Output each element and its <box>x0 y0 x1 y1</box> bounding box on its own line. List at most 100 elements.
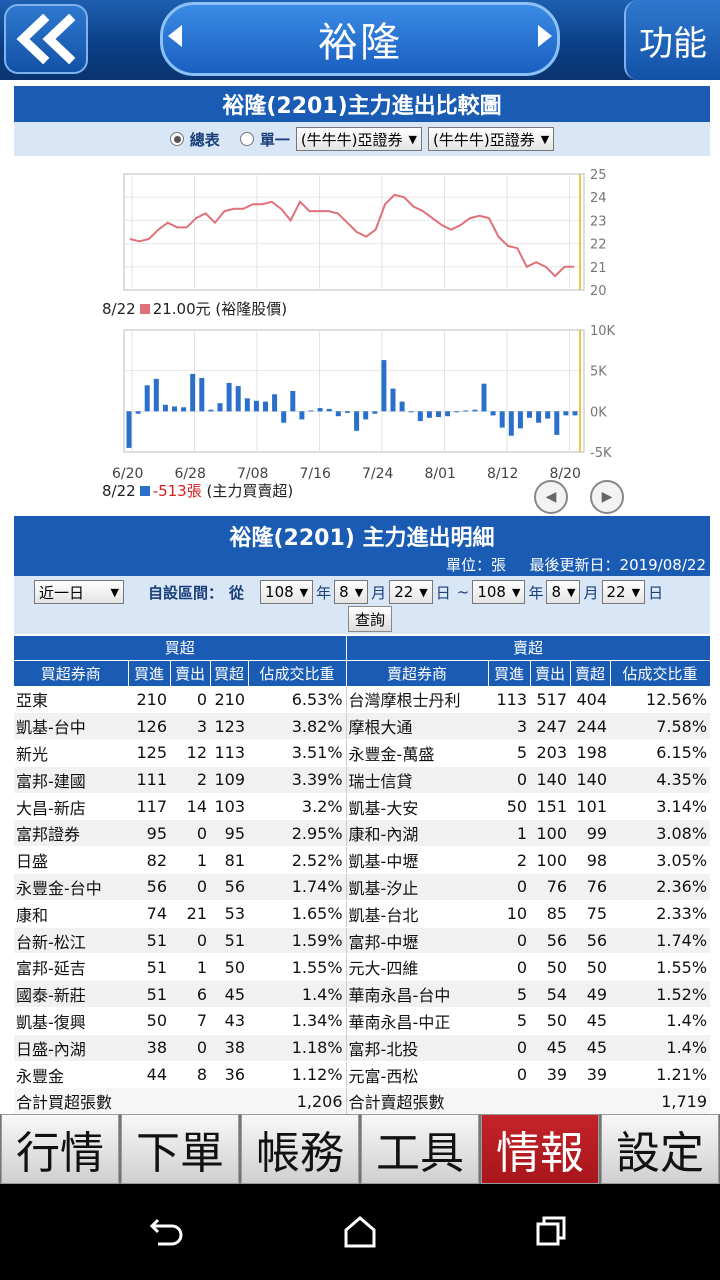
table-cell: 140 <box>530 766 571 794</box>
table-cell: 36 <box>210 1061 248 1089</box>
menu-quotes[interactable]: 行情 <box>1 1114 119 1184</box>
broker-select-1[interactable]: (牛牛牛)亞證券 ▼ <box>295 127 423 151</box>
x-tick-label: 8/20 <box>550 466 581 482</box>
table-cell: 95 <box>210 819 248 848</box>
table-row[interactable]: 富邦-延吉 51 1 50 1.55% 元大-四維 0 50 50 1.55% <box>14 953 711 982</box>
table-row[interactable]: 富邦-建國 111 2 109 3.39% 瑞士信貸 0 140 140 4.35% <box>14 766 711 794</box>
table-cell: 凱基-大安 <box>345 793 489 821</box>
x-tick-label: 7/08 <box>237 466 268 482</box>
table-cell: 45 <box>570 1007 611 1035</box>
table-cell: 98 <box>570 846 611 875</box>
table-row[interactable]: 大昌-新店 117 14 103 3.2% 凱基-大安 50 151 101 3.14% <box>14 793 711 821</box>
period-select[interactable]: 近一日 ▼ <box>34 580 124 604</box>
table-cell: 2 <box>170 766 210 794</box>
table-row[interactable]: 凱基-台中 126 3 123 3.82% 摩根大通 3 247 244 7.58% <box>14 712 711 741</box>
table-cell: 12.56% <box>610 686 711 714</box>
price-tick-label: 20 <box>590 284 607 299</box>
menu-settings[interactable]: 設定 <box>601 1114 719 1184</box>
from-day-select[interactable]: 22 ▼ <box>389 580 433 604</box>
table-cell: 富邦-建國 <box>14 766 128 794</box>
table-cell: 151 <box>530 793 571 821</box>
from-month-select[interactable]: 8 ▼ <box>334 580 369 604</box>
table-cell: 台灣摩根士丹利 <box>345 686 489 714</box>
table-cell: 43 <box>210 1007 248 1035</box>
table-cell: 81 <box>210 846 248 875</box>
radio-summary-label: 總表 <box>189 130 220 149</box>
menu-account[interactable]: 帳務 <box>241 1114 359 1184</box>
recents-icon[interactable] <box>534 1214 570 1250</box>
volume-bar <box>399 401 405 412</box>
tilde-label: ~ <box>456 583 470 601</box>
home-icon[interactable] <box>342 1214 378 1250</box>
table-row[interactable]: 凱基-復興 50 7 43 1.34% 華南永昌-中正 5 50 45 1.4% <box>14 1007 711 1035</box>
table-row[interactable]: 富邦證券 95 0 95 2.95% 康和-內湖 1 100 99 3.08% <box>14 819 711 848</box>
back-icon[interactable] <box>146 1214 186 1250</box>
table-row[interactable]: 永豐金 44 8 36 1.12% 元富-西松 0 39 39 1.21% <box>14 1061 711 1089</box>
to-month-select[interactable]: 8 ▼ <box>546 580 581 604</box>
volume-bar <box>572 411 578 416</box>
menu-tools[interactable]: 工具 <box>361 1114 479 1184</box>
volume-bar <box>363 411 369 420</box>
volume-bar <box>390 388 396 412</box>
volume-bar <box>445 411 451 417</box>
volume-bar <box>199 378 205 412</box>
sell-group-header: 賣超 <box>346 636 711 661</box>
back-button[interactable] <box>4 4 88 74</box>
table-cell: 50 <box>128 1007 170 1035</box>
table-row[interactable]: 亞東 210 0 210 6.53% 台灣摩根士丹利 113 517 404 12.56% <box>14 686 711 714</box>
broker-select-2-value: (牛牛牛)亞證券 <box>433 130 535 149</box>
volume-note: 8/22 -513張 (主力買賣超) <box>102 480 293 501</box>
query-button[interactable]: 查詢 <box>348 606 393 632</box>
dropdown-caret-icon: ▼ <box>511 585 521 599</box>
volume-bar <box>263 401 268 412</box>
table-cell: 4.35% <box>610 766 711 794</box>
table-row[interactable]: 台新-松江 51 0 51 1.59% 富邦-中壢 0 56 56 1.74% <box>14 927 711 955</box>
radio-summary[interactable] <box>169 132 184 146</box>
table-row[interactable]: 國泰-新莊 51 6 45 1.4% 華南永昌-台中 5 54 49 1.52% <box>14 980 711 1009</box>
table-cell: 1.74% <box>610 927 711 955</box>
volume-tick-label: 10K <box>590 324 616 339</box>
table-cell: 39 <box>530 1061 571 1089</box>
table-cell: 140 <box>570 766 611 794</box>
dropdown-caret-icon: ▼ <box>354 585 364 599</box>
to-day-select[interactable]: 22 ▼ <box>601 580 646 604</box>
table-row[interactable]: 永豐金-台中 56 0 56 1.74% 凱基-汐止 0 76 76 2.36% <box>14 873 711 901</box>
to-year-select[interactable]: 108 ▼ <box>472 580 526 604</box>
table-cell: 0 <box>170 1034 210 1062</box>
price-tick-label: 24 <box>590 191 607 206</box>
broker-select-2[interactable]: (牛牛牛)亞證券 ▼ <box>428 127 555 151</box>
table-row[interactable]: 康和 74 21 53 1.65% 凱基-台北 10 85 75 2.33% <box>14 900 711 928</box>
table-cell: 50 <box>530 953 571 982</box>
x-tick-label: 7/16 <box>300 466 332 482</box>
price-note: 8/22 21.00元 (裕隆股價) <box>102 298 287 319</box>
volume-bar <box>299 411 305 420</box>
table-cell: 凱基-台北 <box>345 900 489 928</box>
buy-group-header: 買超 <box>14 636 347 661</box>
stock-title: 裕隆 <box>318 20 402 66</box>
table-row[interactable]: 日盛 82 1 81 2.52% 凱基-中壢 2 100 98 3.05% <box>14 846 711 875</box>
menu-info[interactable]: 情報 <box>481 1114 599 1184</box>
table-cell: 111 <box>128 766 170 794</box>
price-tick-label: 21 <box>590 261 607 276</box>
menu-order[interactable]: 下單 <box>121 1114 239 1184</box>
col-header: 買進 <box>488 660 531 687</box>
prev-stock-icon[interactable] <box>168 25 182 47</box>
volume-bar <box>317 408 323 412</box>
radio-single[interactable] <box>239 132 254 146</box>
table-cell: 富邦-北投 <box>345 1034 489 1062</box>
next-stock-icon[interactable] <box>538 25 552 47</box>
table-cell: 100 <box>530 846 571 875</box>
function-button[interactable]: 功能 <box>624 0 720 80</box>
from-year-select[interactable]: 108 ▼ <box>260 580 314 604</box>
x-tick-label: 6/28 <box>175 466 206 482</box>
volume-bar <box>408 411 414 413</box>
table-cell: 3.51% <box>248 739 347 767</box>
table-row[interactable]: 日盛-內湖 38 0 38 1.18% 富邦-北投 0 45 45 1.4% <box>14 1034 711 1062</box>
volume-bar <box>472 409 478 412</box>
prev-circle-icon[interactable]: ◀ <box>534 480 568 514</box>
dropdown-caret-icon: ▼ <box>110 585 119 599</box>
next-circle-icon[interactable]: ▶ <box>590 480 624 514</box>
volume-bar <box>308 410 314 412</box>
table-row[interactable]: 新光 125 12 113 3.51% 永豐金-萬盛 5 203 198 6.15% <box>14 739 711 767</box>
table-cell: 1.4% <box>248 980 347 1009</box>
